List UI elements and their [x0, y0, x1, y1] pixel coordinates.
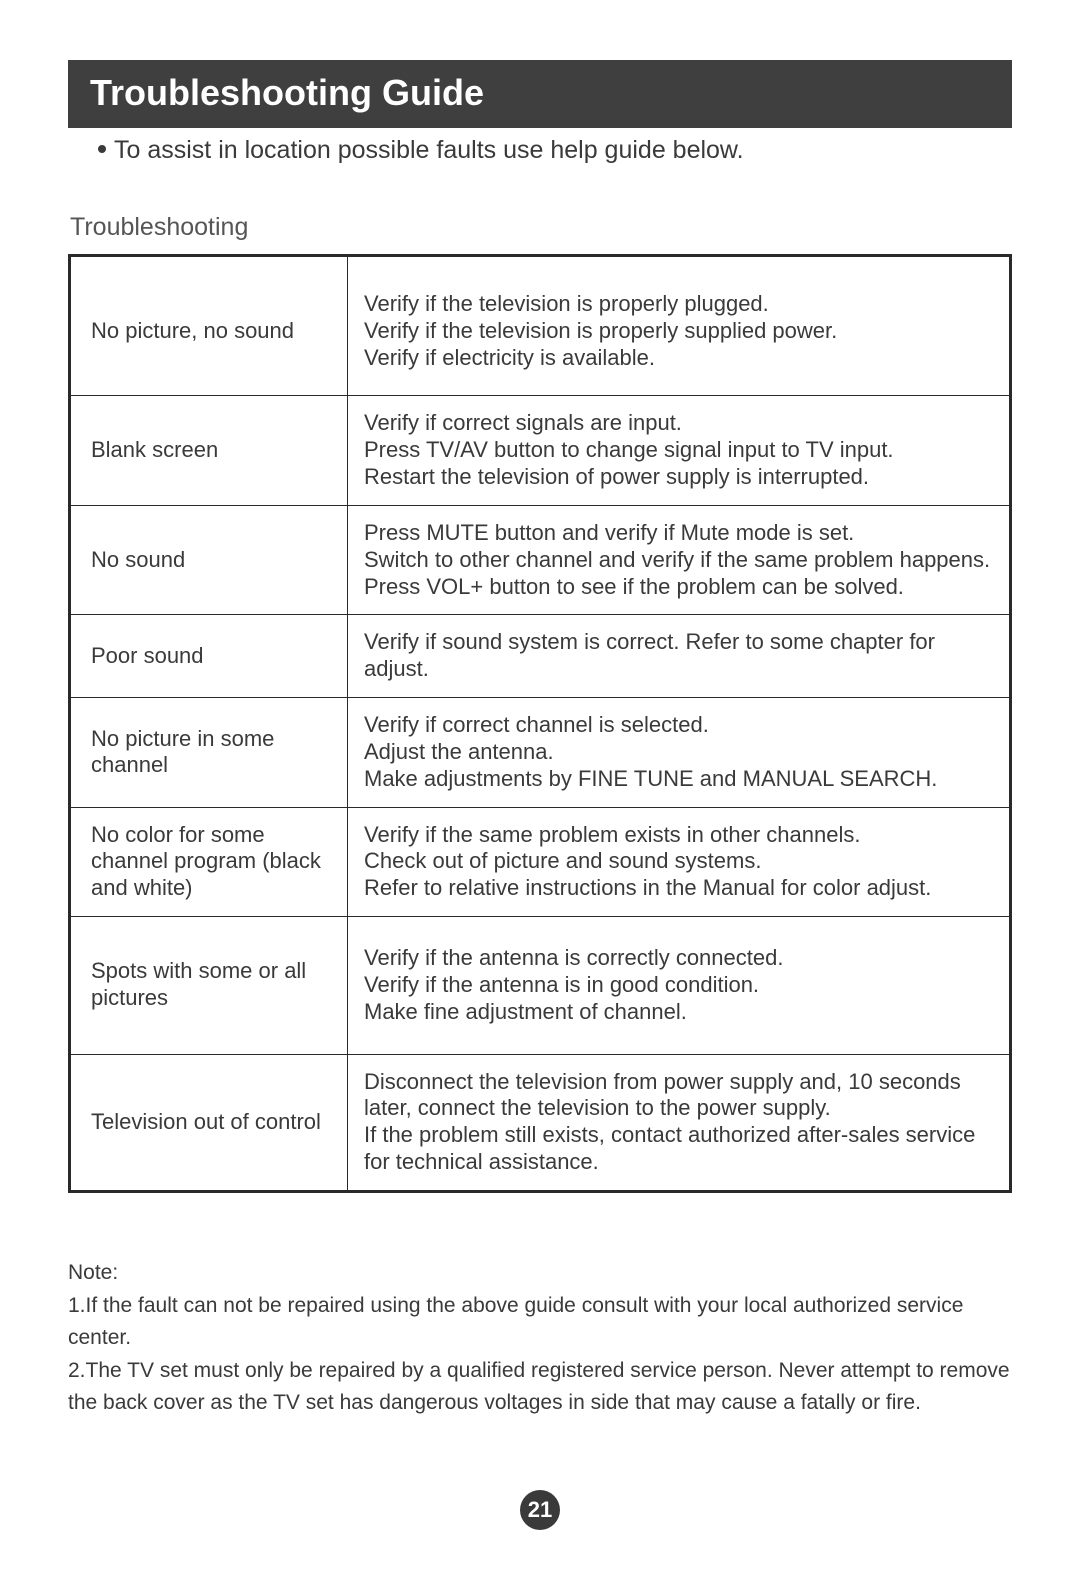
note-item: 2.The TV set must only be repaired by a … — [68, 1355, 1012, 1418]
table-row: No picture, no soundVerify if the televi… — [70, 256, 1011, 396]
table-row: No color for some channel program (black… — [70, 807, 1011, 916]
table-row: Spots with some or all picturesVerify if… — [70, 917, 1011, 1054]
troubleshooting-table: No picture, no soundVerify if the televi… — [68, 254, 1012, 1193]
table-row: Television out of controlDisconnect the … — [70, 1054, 1011, 1191]
solution-cell: Verify if correct signals are input.Pres… — [348, 396, 1011, 505]
table-body: No picture, no soundVerify if the televi… — [70, 256, 1011, 1192]
note-item: 1.If the fault can not be repaired using… — [68, 1290, 1012, 1353]
table-row: Poor soundVerify if sound system is corr… — [70, 615, 1011, 698]
notes-section: Note: 1.If the fault can not be repaired… — [68, 1257, 1012, 1419]
page-number-badge: 21 — [520, 1490, 560, 1530]
table-row: No soundPress MUTE button and verify if … — [70, 505, 1011, 614]
page-number: 21 — [528, 1497, 552, 1523]
problem-cell: No picture in some channel — [70, 698, 348, 807]
problem-cell: Television out of control — [70, 1054, 348, 1191]
solution-cell: Press MUTE button and verify if Mute mod… — [348, 505, 1011, 614]
problem-cell: Blank screen — [70, 396, 348, 505]
solution-cell: Verify if the television is properly plu… — [348, 256, 1011, 396]
problem-cell: No color for some channel program (black… — [70, 807, 348, 916]
problem-cell: No sound — [70, 505, 348, 614]
page-title-banner: Troubleshooting Guide — [68, 60, 1012, 128]
table-row: Blank screenVerify if correct signals ar… — [70, 396, 1011, 505]
problem-cell: Poor sound — [70, 615, 348, 698]
page-subtitle-line: To assist in location possible faults us… — [98, 136, 1012, 165]
notes-heading: Note: — [68, 1257, 1012, 1289]
page-subtitle: To assist in location possible faults us… — [114, 136, 744, 164]
document-page: Troubleshooting Guide To assist in locat… — [0, 0, 1080, 1418]
problem-cell: Spots with some or all pictures — [70, 917, 348, 1054]
table-row: No picture in some channelVerify if corr… — [70, 698, 1011, 807]
section-heading: Troubleshooting — [70, 213, 1012, 242]
solution-cell: Verify if the same problem exists in oth… — [348, 807, 1011, 916]
solution-cell: Verify if correct channel is selected.Ad… — [348, 698, 1011, 807]
page-title: Troubleshooting Guide — [90, 72, 484, 113]
bullet-icon — [98, 145, 106, 153]
problem-cell: No picture, no sound — [70, 256, 348, 396]
solution-cell: Verify if the antenna is correctly conne… — [348, 917, 1011, 1054]
solution-cell: Verify if sound system is correct. Refer… — [348, 615, 1011, 698]
solution-cell: Disconnect the television from power sup… — [348, 1054, 1011, 1191]
